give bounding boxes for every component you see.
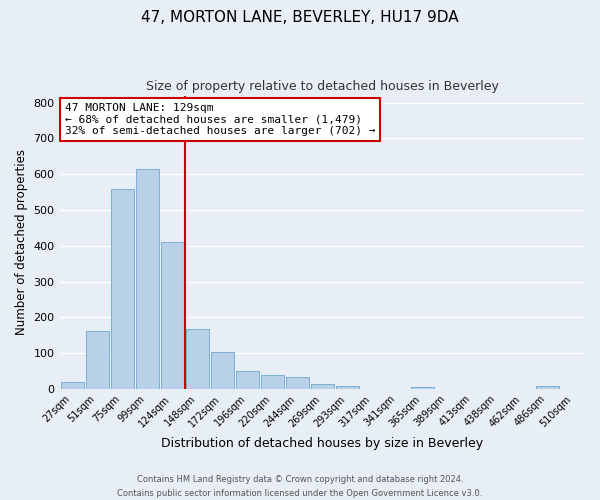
Bar	[211, 352, 233, 389]
Bar	[236, 370, 259, 389]
Title: Size of property relative to detached houses in Beverley: Size of property relative to detached ho…	[146, 80, 499, 93]
Bar	[61, 382, 83, 389]
Text: 47 MORTON LANE: 129sqm
← 68% of detached houses are smaller (1,479)
32% of semi-: 47 MORTON LANE: 129sqm ← 68% of detached…	[65, 103, 375, 136]
Bar	[536, 386, 559, 389]
Y-axis label: Number of detached properties: Number of detached properties	[15, 149, 28, 335]
Bar	[261, 374, 284, 389]
Bar	[311, 384, 334, 389]
X-axis label: Distribution of detached houses by size in Beverley: Distribution of detached houses by size …	[161, 437, 484, 450]
Bar	[411, 387, 434, 389]
Bar	[136, 169, 158, 389]
Bar	[286, 378, 309, 389]
Text: Contains HM Land Registry data © Crown copyright and database right 2024.
Contai: Contains HM Land Registry data © Crown c…	[118, 476, 482, 498]
Bar	[161, 242, 184, 389]
Bar	[336, 386, 359, 389]
Bar	[110, 190, 134, 389]
Text: 47, MORTON LANE, BEVERLEY, HU17 9DA: 47, MORTON LANE, BEVERLEY, HU17 9DA	[141, 10, 459, 25]
Bar	[185, 329, 209, 389]
Bar	[86, 330, 109, 389]
